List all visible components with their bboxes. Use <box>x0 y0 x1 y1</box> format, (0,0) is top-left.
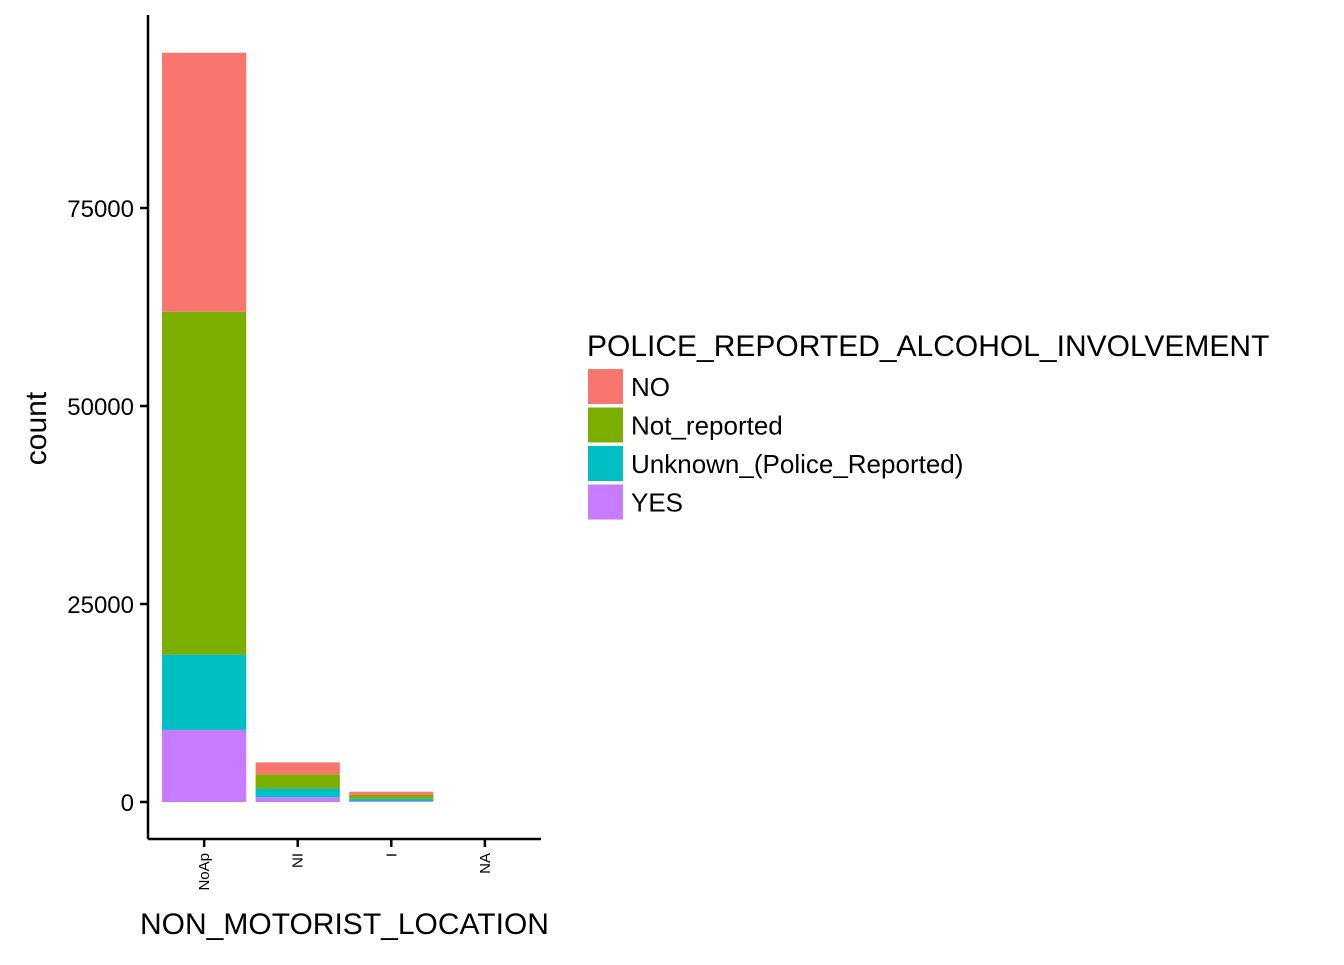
bar-segment-noap-not-reported <box>162 311 247 655</box>
legend-label-no: NO <box>631 372 670 402</box>
y-tick-label: 0 <box>121 790 134 817</box>
legend-title: POLICE_REPORTED_ALCOHOL_INVOLVEMENT <box>587 330 1269 363</box>
bar-segment-i-unknown-police-reported <box>349 798 434 802</box>
bar-segment-i-not-reported <box>349 794 434 799</box>
y-tick-label: 75000 <box>67 196 134 223</box>
x-tick-label: NI <box>290 853 307 868</box>
bar-segment-noap-unknown-police-reported <box>162 654 247 730</box>
x-tick-label: I <box>383 853 400 857</box>
bar-segment-i-no <box>349 791 434 795</box>
bar-segment-i-yes <box>349 801 434 802</box>
x-axis-title: NON_MOTORIST_LOCATION <box>140 908 549 941</box>
bar-segment-noap-no <box>162 52 247 312</box>
legend-swatch-yes <box>588 484 623 520</box>
y-axis-title: count <box>20 391 53 465</box>
legend-label-yes: YES <box>631 488 683 518</box>
y-tick-label: 25000 <box>67 592 134 619</box>
legend-label-not-reported: Not_reported <box>631 411 783 441</box>
bar-segment-ni-unknown-police-reported <box>255 788 340 798</box>
legend-label-unknown-police-reported: Unknown_(Police_Reported) <box>631 449 963 479</box>
axes-layer: 0 25000 50000 75000 NoAp NI I NA NON_MOTORIST_LO… <box>20 15 549 941</box>
legend-swatch-no <box>588 369 623 404</box>
x-tick-label: NA <box>477 853 494 874</box>
x-tick-label: NoAp <box>196 853 213 891</box>
bars-layer <box>162 52 434 802</box>
legend-swatch-unknown-police-reported <box>588 446 623 481</box>
legend-swatch-not-reported <box>588 407 623 443</box>
bar-segment-ni-yes <box>255 797 340 802</box>
bar-segment-ni-not-reported <box>255 774 340 789</box>
bar-segment-ni-no <box>255 762 340 775</box>
legend: POLICE_REPORTED_ALCOHOL_INVOLVEMENT NO Not… <box>587 330 1269 520</box>
bar-segment-noap-yes <box>162 729 247 802</box>
y-tick-label: 50000 <box>67 394 134 421</box>
